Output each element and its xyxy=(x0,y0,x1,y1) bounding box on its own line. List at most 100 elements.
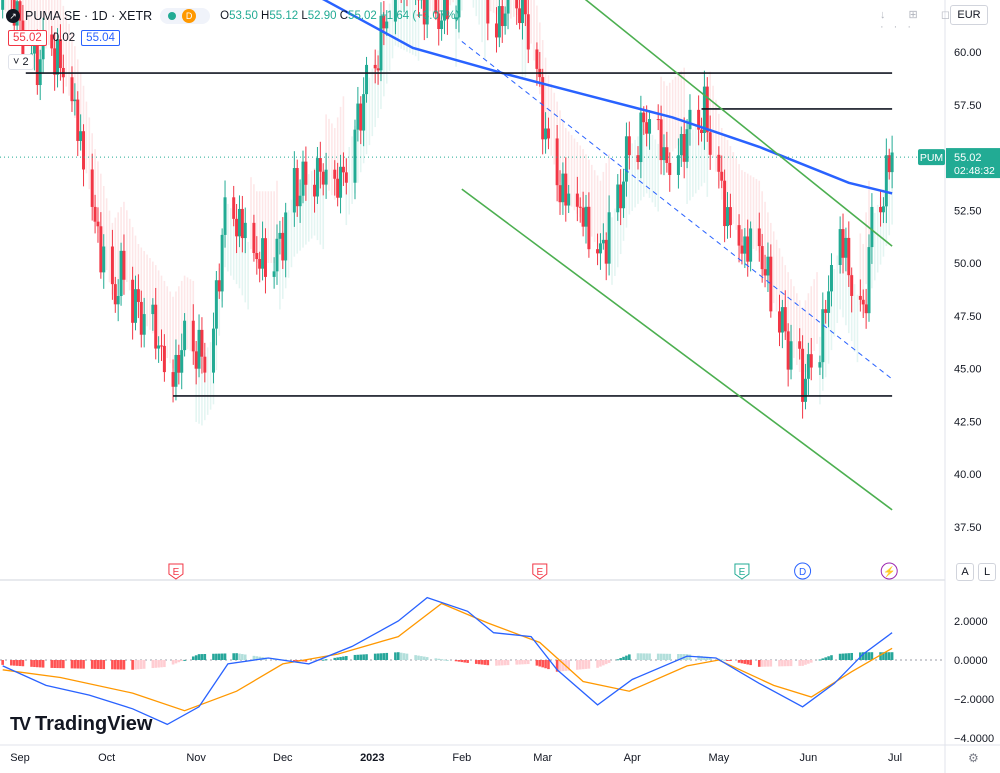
candle-body xyxy=(376,68,380,71)
candle-body xyxy=(809,354,813,368)
candle-body xyxy=(587,206,591,250)
candle-body xyxy=(96,221,100,227)
candle-body xyxy=(261,238,265,269)
macd-histogram-bar xyxy=(385,652,389,660)
macd-tick-label: −4.0000 xyxy=(954,733,994,745)
macd-histogram-bar xyxy=(538,660,542,667)
candle-body xyxy=(881,206,885,213)
macd-histogram-bar xyxy=(345,656,348,660)
moving-average-line xyxy=(321,0,893,195)
status-pill[interactable]: D xyxy=(160,8,211,24)
candle-body xyxy=(624,136,628,182)
candle-body xyxy=(757,228,761,247)
candle-body xyxy=(315,158,319,197)
macd-histogram-bar xyxy=(498,660,501,666)
macd-histogram-bar xyxy=(217,653,221,660)
macd-histogram-bar xyxy=(353,654,357,660)
macd-histogram-bar xyxy=(703,656,706,660)
macd-histogram-bar xyxy=(729,660,732,661)
settings-gear-icon[interactable]: ⚙ xyxy=(968,751,979,765)
candle-body xyxy=(887,155,891,173)
channel-midline xyxy=(461,41,893,380)
macd-histogram-bar xyxy=(821,658,825,660)
macd-histogram-bar xyxy=(544,660,547,669)
macd-histogram-bar xyxy=(139,660,143,670)
candle-body xyxy=(726,207,730,227)
candle-body xyxy=(864,304,868,314)
macd-histogram-bar xyxy=(137,660,140,670)
macd-histogram-bar xyxy=(740,660,744,664)
macd-histogram-bar xyxy=(362,654,365,660)
candle-body xyxy=(515,0,519,9)
time-tick-label: Oct xyxy=(98,752,115,764)
candle-body xyxy=(211,328,215,373)
candle-body xyxy=(113,284,117,305)
macd-histogram-bar xyxy=(864,652,868,660)
macd-histogram-bar xyxy=(342,656,345,660)
candle-body xyxy=(258,259,262,269)
candle-body xyxy=(457,0,461,18)
sell-price[interactable]: 55.02 xyxy=(8,30,47,46)
symbol-tag-label: PUM xyxy=(920,152,943,164)
macd-histogram-bar xyxy=(174,660,178,664)
macd-histogram-bar xyxy=(555,660,559,672)
macd-histogram-bar xyxy=(818,659,822,661)
macd-histogram-bar xyxy=(838,653,842,660)
candle-body xyxy=(116,295,120,305)
macd-histogram-bar xyxy=(861,652,865,660)
event-label: ⚡ xyxy=(883,565,895,578)
candle-body xyxy=(263,238,267,277)
candle-body xyxy=(564,173,568,206)
candle-body xyxy=(341,166,345,173)
indicators-toggle[interactable]: ˅ 2 xyxy=(8,54,34,70)
candle-body xyxy=(688,109,692,130)
macd-histogram-bar xyxy=(90,660,94,669)
macd-histogram-bar xyxy=(515,660,518,665)
symbol-title[interactable]: PUMA SE · 1D · XETR xyxy=(25,9,153,23)
ohlc-values: O53.50 H55.12 L52.90 C55.02 +1.64 (+3.07… xyxy=(220,10,460,22)
channel-line xyxy=(461,188,893,511)
candle-body xyxy=(255,253,259,260)
macd-histogram-bar xyxy=(70,660,74,669)
candle-body xyxy=(353,129,357,183)
macd-histogram-bar xyxy=(295,660,299,661)
macd-histogram-bar xyxy=(500,660,504,666)
symbol-header[interactable]: ↗ PUMA SE · 1D · XETR D O53.50 H55.12 L5… xyxy=(6,6,459,26)
candle-body xyxy=(18,1,22,21)
candle-body xyxy=(162,345,166,373)
event-label: E xyxy=(173,567,180,578)
candle-body xyxy=(601,239,605,244)
candle-body xyxy=(598,243,602,254)
macd-histogram-bar xyxy=(677,653,680,660)
macd-histogram-bar xyxy=(578,660,582,670)
macd-histogram-bar xyxy=(73,660,77,669)
buy-price[interactable]: 55.04 xyxy=(81,30,120,46)
macd-histogram-bar xyxy=(36,660,39,668)
log-scale-button[interactable]: L xyxy=(978,563,996,581)
macd-histogram-bar xyxy=(1,660,4,665)
candle-body xyxy=(861,299,865,305)
macd-histogram-bar xyxy=(96,660,100,669)
chart-toolbar-icons[interactable]: ↓ ⊞ ◻ ··· xyxy=(880,9,960,33)
candle-body xyxy=(278,232,282,239)
time-tick-label: 2023 xyxy=(360,752,384,764)
candle-body xyxy=(870,206,874,248)
macd-histogram-bar xyxy=(220,653,224,660)
candle-body xyxy=(437,13,441,30)
macd-histogram-bar xyxy=(373,653,377,660)
macd-histogram-bar xyxy=(602,660,605,666)
currency-selector[interactable]: EUR xyxy=(950,5,988,25)
macd-histogram-bar xyxy=(807,660,810,664)
candle-body xyxy=(180,350,184,373)
auto-scale-button[interactable]: A xyxy=(956,563,974,581)
macd-histogram-bar xyxy=(656,653,660,660)
macd-histogram-bar xyxy=(625,655,628,660)
candle-body xyxy=(798,341,802,349)
macd-histogram-bar xyxy=(131,660,134,670)
macd-histogram-bar xyxy=(41,660,45,668)
macd-histogram-bar xyxy=(460,660,464,663)
macd-histogram-bar xyxy=(697,655,700,660)
macd-histogram-bar xyxy=(157,660,160,668)
candle-body xyxy=(41,34,45,60)
